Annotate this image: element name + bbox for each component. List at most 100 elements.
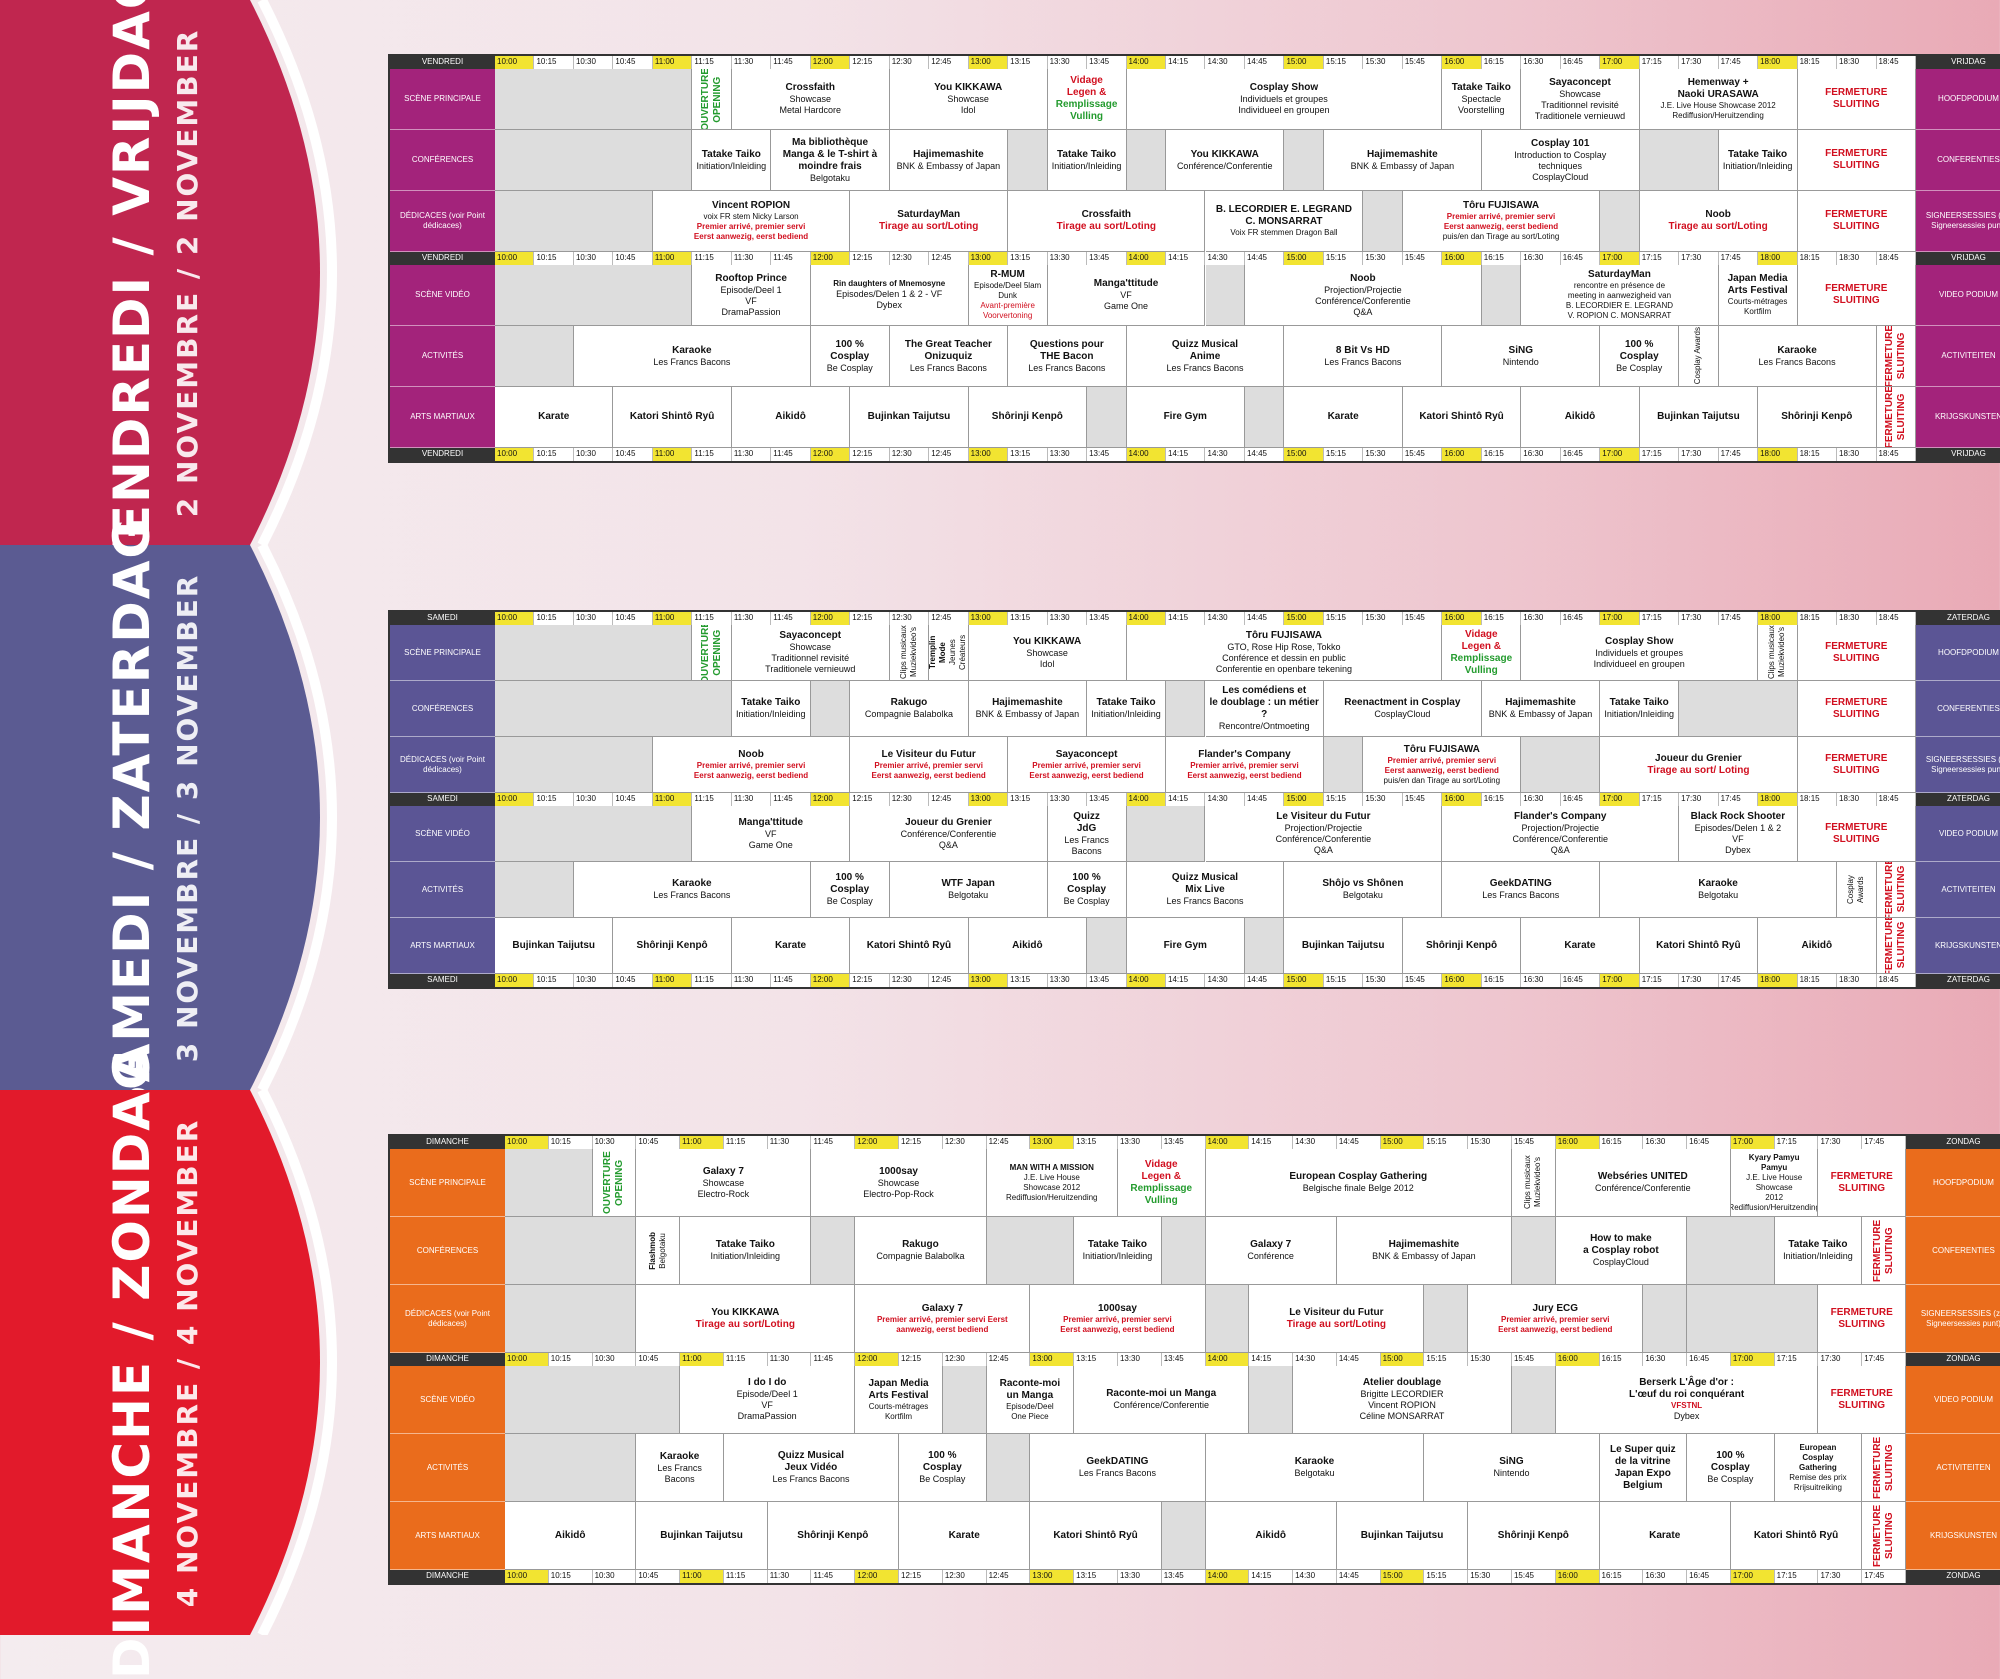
event-block[interactable]: Clips musicaux Muziekvideo's [889, 625, 930, 681]
event-block[interactable]: FERMETURE SLUITING [1797, 69, 1916, 130]
event-block[interactable]: FERMETURE SLUITING [1876, 326, 1916, 387]
event-block[interactable]: Cosplay Show Individuels et groupes Indivi… [1521, 625, 1759, 681]
event-block[interactable]: FERMETURE SLUITING [1862, 1434, 1906, 1502]
event-block[interactable]: 1000say Showcase Electro-Pop-Rock [811, 1149, 987, 1217]
event-block[interactable]: Cosplay 101 Introduction to Cosplay techni… [1481, 130, 1640, 191]
event-block[interactable]: Raconte-moi un Manga Episode/Deel One Piece [986, 1366, 1075, 1434]
event-block[interactable]: Katori Shintô Ryû [1402, 387, 1522, 448]
event-block[interactable]: Hajimemashite BNK & Embassy of Japan [889, 130, 1009, 191]
event-block[interactable]: Karaoke Les Francs Bacons [573, 326, 811, 387]
event-block[interactable]: Hajimemashite BNK & Embassy of Japan [968, 681, 1088, 737]
event-block[interactable]: Bujinkan Taijutsu [636, 1502, 768, 1570]
event-block[interactable]: FERMETURE SLUITING [1797, 737, 1916, 793]
event-block[interactable]: Flander's Company Premier arrivé, premier… [1166, 737, 1324, 793]
event-block[interactable]: Kyary Pamyu Pamyu J.E. Live House Showcase… [1730, 1149, 1819, 1217]
event-block[interactable]: You KIKKAWA Showcase Idol [889, 69, 1048, 130]
event-block[interactable]: 100 % Cosplay Be Cosplay [899, 1434, 987, 1502]
event-block[interactable]: Galaxy 7 Showcase Electro-Rock [636, 1149, 812, 1217]
event-block[interactable]: Hemenway + Naoki URASAWA J.E. Live House S… [1639, 69, 1798, 130]
event-block[interactable]: Vidage Legen & Remplissage Vulling [1047, 69, 1127, 130]
event-block[interactable]: Tatake Taiko Initiation/Inleiding [731, 681, 811, 737]
event-block[interactable]: Karate [731, 918, 851, 974]
event-block[interactable]: 100 % Cosplay Be Cosplay [1687, 1434, 1775, 1502]
event-block[interactable]: Katori Shintô Ryû [850, 918, 969, 974]
event-block[interactable]: FERMETURE SLUITING [1862, 1217, 1906, 1285]
event-block[interactable]: Rakugo Compagnie Balabolka [850, 681, 969, 737]
event-block[interactable]: Cosplay Awards [1837, 862, 1877, 918]
event-block[interactable]: FERMETURE SLUITING [1797, 625, 1916, 681]
event-block[interactable]: SaturdayMan Tirage au sort/Loting [850, 191, 1009, 252]
event-block[interactable]: You KIKKAWA Showcase Idol [968, 625, 1127, 681]
event-block[interactable]: Webséries UNITED Conférence/Conferentie [1555, 1149, 1731, 1217]
event-block[interactable]: FERMETURE SLUITING [1876, 862, 1916, 918]
event-block[interactable]: Galaxy 7 Premier arrivé, premier servi Ee… [855, 1285, 1031, 1353]
event-block[interactable]: Quizz Musical Jeux Vidéo Les Francs Bacons [723, 1434, 900, 1502]
event-block[interactable]: SiNG Nintendo [1442, 326, 1601, 387]
event-block[interactable]: Katori Shintô Ryû [1730, 1502, 1863, 1570]
event-block[interactable]: Japan Media Arts Festival Courts-métrages K… [855, 1366, 943, 1434]
event-block[interactable]: MAN WITH A MISSION J.E. Live House Showcas… [986, 1149, 1118, 1217]
event-block[interactable]: 100 % Cosplay Be Cosplay [810, 862, 890, 918]
event-block[interactable]: Le Visiteur du Futur Tirage au sort/Lotin… [1249, 1285, 1425, 1353]
event-block[interactable]: Japan Media Arts Festival Courts-métrages K… [1718, 265, 1798, 326]
event-block[interactable]: How to make a Cosplay robot CosplayCloud [1555, 1217, 1688, 1285]
event-block[interactable]: GeekDATING Les Francs Bacons [1030, 1434, 1206, 1502]
event-block[interactable]: Fire Gym [1126, 918, 1245, 974]
event-block[interactable]: Bujinkan Taijutsu [1336, 1502, 1469, 1570]
event-block[interactable]: Tatake Taiko Initiation/Inleiding [1774, 1217, 1863, 1285]
event-block[interactable]: FERMETURE SLUITING [1876, 918, 1916, 974]
event-block[interactable]: Tatake Taiko Initiation/Inleiding [692, 130, 772, 191]
event-block[interactable]: Vidage Legen & Remplissage Vulling [1117, 1149, 1206, 1217]
event-block[interactable]: Noob Projection/Projectie Conférence/Confe… [1244, 265, 1482, 326]
event-block[interactable]: Quizz Musical Anime Les Francs Bacons [1126, 326, 1285, 387]
event-block[interactable]: European Cosplay Gathering Belgische fina… [1205, 1149, 1512, 1217]
event-block[interactable]: Manga'ttitude VF Game One [692, 806, 851, 862]
event-block[interactable]: Karate [1284, 387, 1403, 448]
event-block[interactable]: Karate [1521, 918, 1640, 974]
event-block[interactable]: Raconte-moi un Manga Conférence/Conferent… [1074, 1366, 1250, 1434]
event-block[interactable]: Shôrinji Kenpô [968, 387, 1088, 448]
event-block[interactable]: Manga'ttitude VF Game One [1047, 265, 1206, 326]
event-block[interactable]: 100 % Cosplay Be Cosplay [810, 326, 890, 387]
event-block[interactable]: Galaxy 7 Conférence [1205, 1217, 1337, 1285]
event-block[interactable]: Hajimemashite BNK & Embassy of Japan [1481, 681, 1601, 737]
event-block[interactable]: Flander's Company Projection/Projectie Con… [1442, 806, 1680, 862]
event-block[interactable]: Shôrinji Kenpô [1758, 387, 1877, 448]
event-block[interactable]: FERMETURE SLUITING [1797, 806, 1916, 862]
event-block[interactable]: B. LECORDIER E. LEGRAND C. MONSARRAT Voix … [1205, 191, 1364, 252]
event-block[interactable]: FERMETURE SLUITING [1862, 1502, 1906, 1570]
event-block[interactable]: FERMETURE SLUITING [1797, 130, 1916, 191]
event-block[interactable]: GeekDATING Les Francs Bacons [1442, 862, 1601, 918]
event-block[interactable]: Vidage Legen & Remplissage Vulling [1442, 625, 1522, 681]
event-block[interactable]: Tatake Taiko Initiation/Inleiding [1718, 130, 1798, 191]
event-block[interactable]: Reenactment in Cosplay CosplayCloud [1323, 681, 1482, 737]
event-block[interactable]: Shôrinji Kenpô [613, 918, 732, 974]
event-block[interactable]: Fire Gym [1126, 387, 1245, 448]
event-block[interactable]: Karaoke Les Francs Bacons [1718, 326, 1877, 387]
event-block[interactable]: Aikidô [505, 1502, 637, 1570]
event-block[interactable]: Le Visiteur du Futur Premier arrivé, prem… [850, 737, 1009, 793]
event-block[interactable]: Jury ECG Premier arrivé, premier servi Eer… [1468, 1285, 1644, 1353]
event-block[interactable]: Aikidô [1205, 1502, 1337, 1570]
event-block[interactable]: 8 Bit Vs HD Les Francs Bacons [1284, 326, 1443, 387]
event-block[interactable]: Karate [899, 1502, 1031, 1570]
event-block[interactable]: Tatake Taiko Initiation/Inleiding [1600, 681, 1680, 737]
event-block[interactable]: Vincent ROPION voix FR stem Nicky Larson P… [652, 191, 851, 252]
event-block[interactable]: FERMETURE SLUITING [1797, 265, 1916, 326]
event-block[interactable]: Karate [495, 387, 614, 448]
event-block[interactable]: Atelier doublage Brigitte LECORDIER Vincen… [1293, 1366, 1512, 1434]
event-block[interactable]: Rin daughters of Mnemosyne Episodes/Delen… [810, 265, 969, 326]
event-block[interactable]: Joueur du Grenier Tirage au sort/ Loting [1600, 737, 1798, 793]
event-block[interactable]: Cosplay Awards [1679, 326, 1719, 387]
event-block[interactable]: You KIKKAWA Tirage au sort/Loting [636, 1285, 856, 1353]
event-block[interactable]: Bujinkan Taijutsu [1639, 387, 1759, 448]
event-block[interactable]: Aikidô [731, 387, 851, 448]
event-block[interactable]: Karaoke Belgotaku [1600, 862, 1838, 918]
event-block[interactable]: Ma bibliothèque Manga & le T-shirt à moind… [771, 130, 890, 191]
event-block[interactable]: Sayaconcept Premier arrivé, premier servi… [1008, 737, 1166, 793]
event-block[interactable]: Tatake Taiko Initiation/Inleiding [1074, 1217, 1162, 1285]
event-block[interactable]: Tatake Taiko Initiation/Inleiding [1047, 130, 1127, 191]
event-block[interactable]: Clips musicaux Muziekvideo's [1511, 1149, 1556, 1217]
event-block[interactable]: Karate [1599, 1502, 1731, 1570]
event-block[interactable]: Bujinkan Taijutsu [850, 387, 969, 448]
